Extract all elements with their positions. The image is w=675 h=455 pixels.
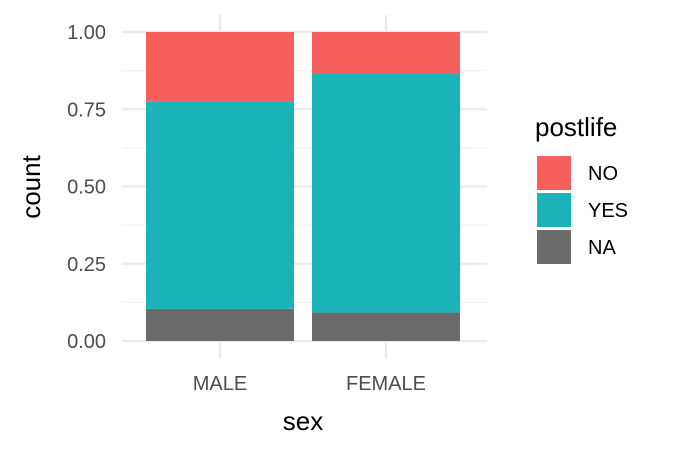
legend-key-no <box>537 156 571 190</box>
y-tick-label: 0.00 <box>67 331 106 353</box>
y-tick-label: 1.00 <box>67 22 106 44</box>
bar-female-yes <box>312 74 460 313</box>
x-axis-ticks: MALE FEMALE <box>193 373 426 395</box>
y-tick-label: 0.50 <box>67 177 106 199</box>
bar-male-na <box>146 308 294 341</box>
legend-label-na: NA <box>588 237 616 259</box>
x-tick-label: FEMALE <box>346 373 426 395</box>
y-axis-ticks: 0.00 0.25 0.50 0.75 1.00 <box>67 22 106 353</box>
bar-male-no <box>146 32 294 102</box>
legend-key-yes <box>537 193 571 227</box>
bar-female-na <box>312 312 460 341</box>
y-tick-label: 0.75 <box>67 99 106 121</box>
bar-male-yes <box>146 101 294 309</box>
y-axis-title: count <box>16 154 46 218</box>
bar-female-no <box>312 32 460 75</box>
legend: postlife NO YES NA <box>535 112 628 264</box>
bars <box>146 32 460 341</box>
legend-items: NO YES NA <box>537 156 628 264</box>
x-tick-label: MALE <box>193 373 247 395</box>
legend-label-yes: YES <box>588 200 628 222</box>
x-axis-title: sex <box>283 406 323 436</box>
legend-label-no: NO <box>588 163 618 185</box>
y-tick-label: 0.25 <box>67 254 106 276</box>
legend-key-na <box>537 230 571 264</box>
legend-title: postlife <box>535 112 617 142</box>
